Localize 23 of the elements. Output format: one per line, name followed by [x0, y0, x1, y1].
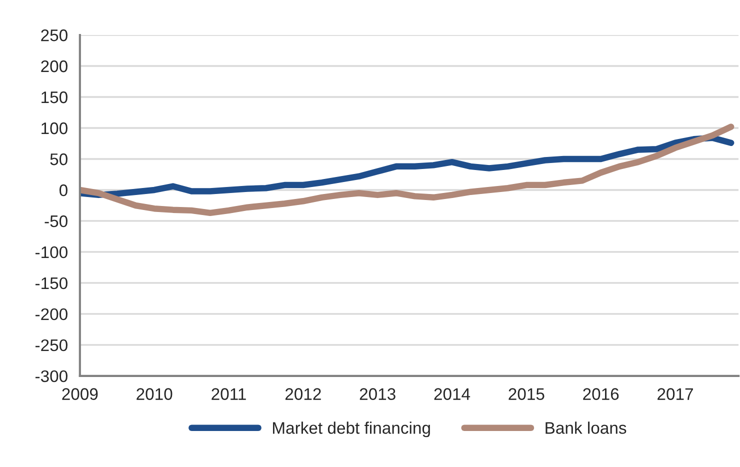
x-tick-label: 2010: [136, 388, 172, 400]
y-tick-label: 150: [42, 91, 68, 104]
x-tick-label: 2015: [508, 388, 544, 400]
y-tick-label: 200: [41, 60, 68, 72]
x-tick-label: 2016: [583, 388, 619, 400]
x-tick-label: 2017: [658, 388, 693, 400]
x-tick-label: 2011: [212, 388, 246, 400]
y-tick-label: -250: [36, 339, 68, 352]
y-tick-label: 250: [41, 29, 68, 42]
legend-label: Bank loans: [546, 422, 626, 434]
y-tick-label: 50: [50, 153, 68, 166]
x-tick-label: 2014: [434, 388, 470, 400]
x-tick-label: 2009: [62, 388, 98, 400]
x-tick-label: 2012: [285, 388, 321, 400]
y-tick-label: 100: [42, 122, 68, 134]
y-tick-label: -50: [44, 215, 68, 228]
legend-label: Market debt financing: [273, 422, 430, 438]
x-tick-label: 2013: [360, 388, 396, 400]
y-tick-label: 0: [59, 184, 68, 196]
y-tick-label: -100: [36, 246, 68, 258]
y-tick-label: -200: [36, 308, 68, 320]
y-tick-label: -300: [36, 370, 68, 382]
y-tick-label: -150: [36, 277, 68, 290]
